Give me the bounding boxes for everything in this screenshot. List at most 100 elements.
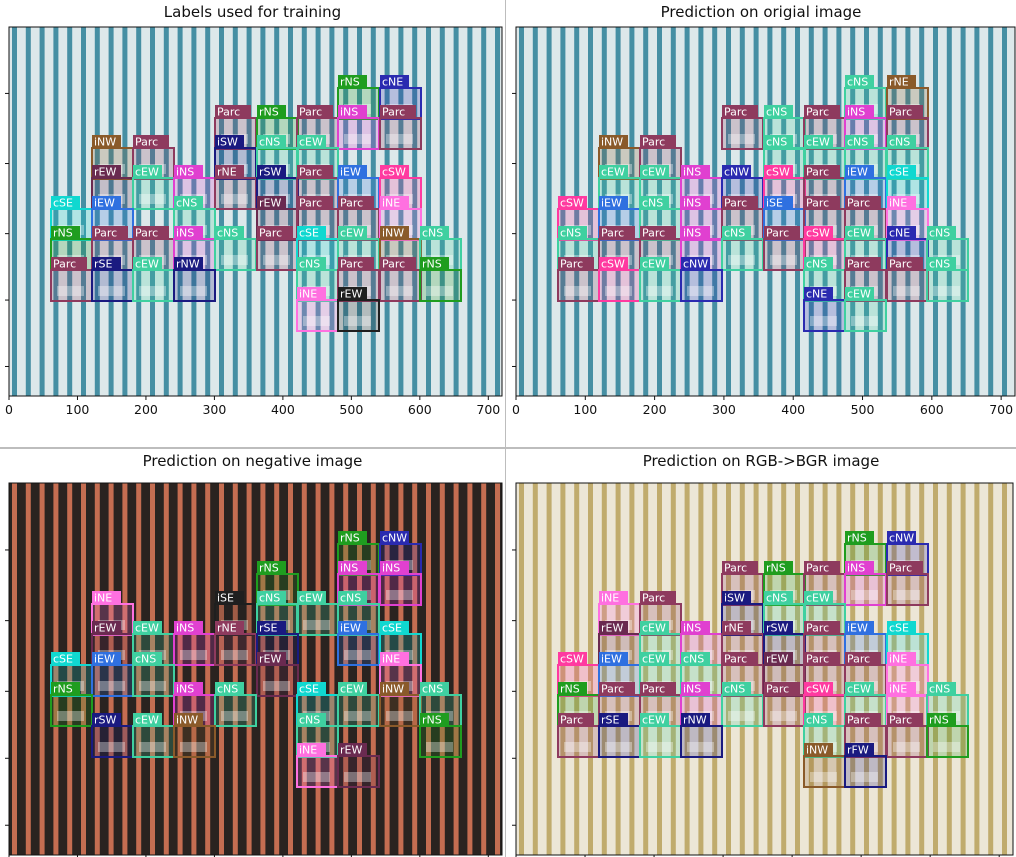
- tile-detail: [605, 286, 632, 296]
- bbox-label: Parc: [299, 197, 322, 210]
- bbox-4: iNS: [379, 561, 422, 606]
- bbox-label: Parc: [259, 227, 282, 240]
- bbox-label-bg: [804, 105, 840, 118]
- bbox-label: cEW: [601, 166, 625, 179]
- bbox-label-bg: [51, 257, 87, 270]
- panel-title: Labels used for training: [163, 3, 342, 21]
- bbox-label: cSE: [299, 227, 319, 240]
- tile-image: [845, 756, 886, 787]
- bbox-label: Parc: [847, 653, 870, 666]
- tile-image: [380, 118, 421, 149]
- bbox-label-bg: [927, 226, 956, 239]
- x-tick-label: 100: [66, 402, 90, 417]
- x-tick-label: 0: [512, 402, 520, 417]
- tile-detail: [646, 742, 673, 752]
- bbox-label-bg: [215, 165, 244, 178]
- panel-prediction-original: Prediction on origial image cNS rNE Parc cN…: [506, 0, 1016, 447]
- axes-frame: [515, 26, 1016, 397]
- bbox-label-bg: [764, 652, 793, 665]
- bbox-label: Parc: [806, 106, 829, 119]
- bbox-label-bg: [804, 621, 840, 634]
- bbox-label: iNE: [299, 744, 317, 757]
- bbox-31: cNS: [214, 226, 257, 271]
- bbox-label-bg: [845, 287, 874, 300]
- bbox-label-bg: [133, 165, 162, 178]
- axes-frame: [8, 26, 503, 397]
- bbox-label: Parc: [601, 227, 624, 240]
- bbox-label-bg: [599, 591, 628, 604]
- bbox-label-bg: [599, 652, 628, 665]
- bbox-43: Parc: [379, 257, 422, 302]
- tile-image: [338, 756, 379, 787]
- bbox-label: iSW: [217, 136, 238, 149]
- bbox-label: Parc: [299, 106, 322, 119]
- bbox-label: Parc: [94, 227, 117, 240]
- tile-detail: [344, 772, 371, 782]
- bbox-label: rNS: [53, 683, 73, 696]
- bbox-label-bg: [92, 713, 121, 726]
- tile-detail: [386, 590, 413, 600]
- bbox-label-bg: [927, 713, 956, 726]
- tile-detail: [344, 650, 371, 660]
- bbox-label-bg: [640, 713, 669, 726]
- bbox-label: cSE: [889, 622, 909, 635]
- bbox-label-bg: [92, 652, 121, 665]
- bbox-label-bg: [764, 196, 793, 209]
- bbox-13: rNE: [214, 621, 257, 666]
- bbox-label-bg: [92, 165, 121, 178]
- bbox-label-bg: [420, 713, 449, 726]
- tile-image: [338, 695, 379, 726]
- bbox-label: Parc: [382, 258, 405, 271]
- bbox-label: rNS: [422, 714, 442, 727]
- bbox-46: rEW: [337, 287, 380, 332]
- bbox-label-bg: [380, 257, 416, 270]
- bbox-label: cNS: [847, 136, 868, 149]
- bbox-label: rNS: [560, 683, 580, 696]
- tile-image: [887, 726, 928, 757]
- tile-detail: [344, 316, 371, 326]
- x-tick-label: 600: [920, 402, 944, 417]
- tile-image: [681, 726, 722, 757]
- bbox-label: cEW: [642, 653, 666, 666]
- bbox-38: rSE: [91, 257, 134, 302]
- bbox-label: cNS: [929, 258, 950, 271]
- bbox-label: cSW: [806, 683, 830, 696]
- bbox-label: cSE: [53, 653, 73, 666]
- bbox-42: rNW: [680, 713, 723, 758]
- stripe-pattern: [12, 27, 500, 396]
- bbox-label-bg: [51, 226, 80, 239]
- bbox-label: Parc: [766, 227, 789, 240]
- tile-image: [599, 270, 640, 301]
- bbox-label-bg: [640, 165, 669, 178]
- bbox-label-bg: [887, 105, 923, 118]
- bbox-9: iSW: [214, 135, 257, 180]
- bbox-label: cNS: [724, 227, 745, 240]
- bbox-label: iNS: [683, 227, 701, 240]
- bounding-boxes: rNS cNW Parc rNS Parc iNS Parc iNE Parc iSW cNS cEW…: [557, 531, 969, 788]
- bbox-29: rSW: [91, 713, 134, 758]
- y-ticks: [512, 92, 516, 367]
- bbox-label-bg: [804, 226, 833, 239]
- tile-detail: [98, 742, 125, 752]
- tile-detail: [263, 255, 290, 265]
- bbox-5: iNS: [337, 105, 380, 150]
- bbox-label: iEW: [94, 653, 115, 666]
- tile-detail: [770, 711, 797, 721]
- tile-image: [133, 726, 174, 757]
- panel-prediction-rgb-bgr: Prediction on RGB->BGR image rNS cNW Parc r…: [506, 449, 1016, 857]
- tile-image: [380, 270, 421, 301]
- bbox-label: Parc: [806, 653, 829, 666]
- bbox-label: cNE: [889, 227, 910, 240]
- bbox-label-bg: [887, 682, 916, 695]
- bbox-label: iNS: [683, 622, 701, 635]
- bbox-label-bg: [380, 682, 409, 695]
- x-tick-label: 400: [271, 402, 295, 417]
- tile-detail: [728, 134, 755, 144]
- bbox-label: rNE: [217, 622, 237, 635]
- bbox-45: iNE: [296, 287, 339, 332]
- tile-detail: [98, 286, 125, 296]
- bbox-label-bg: [722, 621, 751, 634]
- bbox-label-bg: [297, 196, 333, 209]
- bbox-label: rNS: [929, 714, 949, 727]
- bbox-label: Parc: [724, 562, 747, 575]
